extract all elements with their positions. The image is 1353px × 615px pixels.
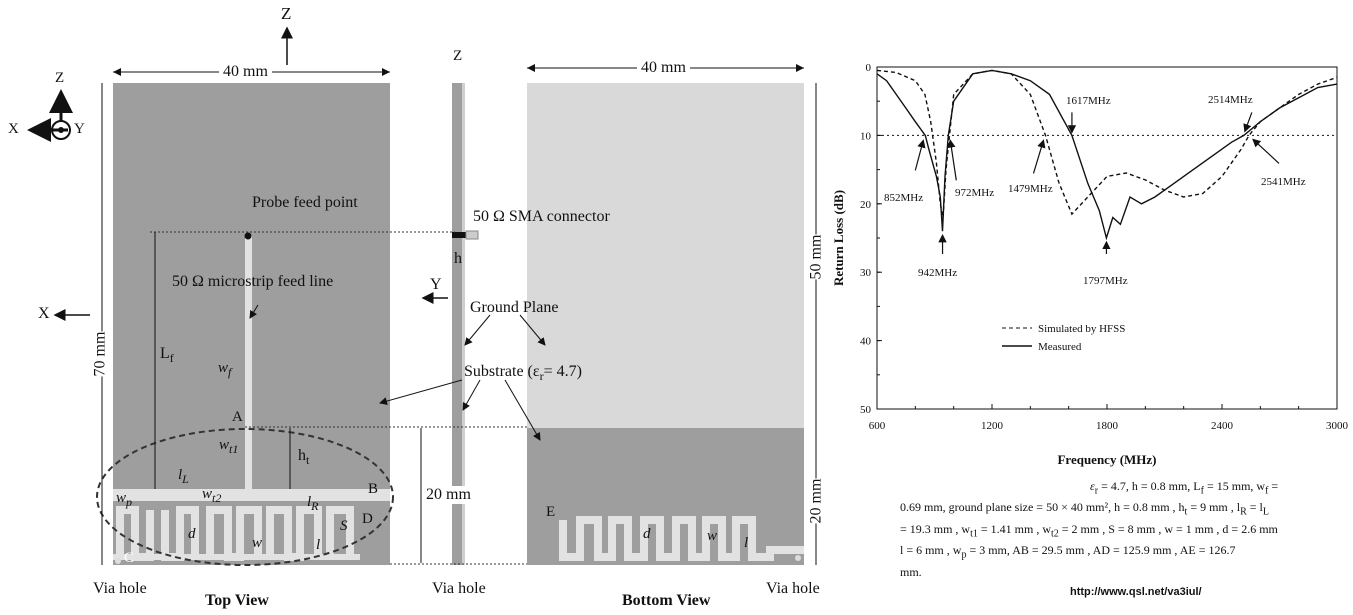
bottom-view-substrate (527, 428, 804, 565)
sma-pin (465, 230, 479, 240)
annotation-arrow (914, 139, 926, 171)
label-d-top: d (188, 526, 196, 542)
label-lL: lL (178, 467, 189, 486)
side-view-copper (462, 83, 465, 565)
label-d-bottom: d (643, 526, 651, 542)
label-l-top: l (316, 537, 321, 553)
y-tick-label: 10 (860, 130, 872, 142)
annotation-arrow (1252, 138, 1280, 164)
source-url[interactable]: http://www.qsl.net/va3iul/ (1070, 586, 1202, 598)
x-tick-label: 2400 (1211, 420, 1234, 432)
label-substrate: Substrate (εr= 4.7) (464, 363, 582, 384)
axis-x-corner: X (8, 121, 19, 137)
label-wt1: wt1 (219, 437, 239, 456)
point-B: B (368, 481, 379, 497)
label-ht: ht (298, 447, 310, 468)
dim-height-mid: 20 mm (426, 486, 471, 504)
annotation-arrow (1032, 139, 1046, 174)
label-wf: wf (218, 360, 232, 379)
label-w-top: w (252, 535, 263, 551)
label-sma: 50 Ω SMA connector (473, 208, 610, 225)
x-tick-label: 1200 (981, 420, 1004, 432)
label-bottom-view: Bottom View (622, 592, 711, 609)
label-wt2: wt2 (202, 486, 222, 505)
annotation-label: 852MHz (884, 192, 923, 204)
annotation-label: 972MHz (955, 187, 994, 199)
label-via-right: Via hole (766, 580, 820, 597)
annotation-label: 942MHz (918, 267, 957, 279)
point-E: E (546, 504, 556, 520)
side-view-substrate (452, 83, 462, 565)
annotation-arrow (1243, 112, 1253, 133)
label-via-mid: Via hole (432, 580, 486, 597)
y-axis-label: Return Loss (dB) (831, 190, 846, 286)
y-tick-label: 30 (860, 267, 872, 279)
sma-connector (452, 232, 466, 238)
annotation-arrow (947, 139, 957, 181)
point-D: D (362, 511, 373, 527)
top-horizontal-strip (113, 489, 390, 501)
label-lR: lR (307, 494, 319, 513)
y-tick-label: 20 (860, 199, 872, 211)
y-tick-label: 50 (860, 404, 872, 416)
label-probe-feed: Probe feed point (252, 194, 358, 211)
label-wp: wp (116, 490, 133, 509)
axis-y-corner: Y (74, 121, 85, 137)
bottom-meander-line (559, 516, 804, 561)
axis-x-left: X (38, 305, 50, 322)
y-tick-label: 40 (860, 336, 872, 348)
dim-width-top: 40 mm (219, 63, 272, 81)
y-tick-label: 0 (866, 62, 872, 74)
label-S: S (340, 518, 348, 534)
axis-z-top: Z (281, 4, 292, 23)
x-tick-label: 3000 (1326, 420, 1349, 432)
dim-width-bottom: 40 mm (637, 59, 690, 77)
point-C: C (124, 550, 135, 566)
label-h: h (454, 250, 462, 267)
microstrip-feed-line (245, 236, 252, 490)
series-simulated-line (876, 69, 1338, 218)
bottom-view-ground (527, 83, 804, 428)
meander-highlight-ellipse (96, 428, 394, 566)
legend-label-simulated: Simulated by HFSS (1038, 323, 1125, 335)
label-via-left: Via hole (93, 580, 147, 597)
annotation-label: 2541MHz (1261, 176, 1306, 188)
series-measured-line (876, 69, 1338, 241)
legend-label-measured: Measured (1038, 341, 1082, 353)
x-axis-label: Frequency (MHz) (1057, 452, 1156, 467)
parameter-caption: εr = 4.7, h = 0.8 mm, Lf = 15 mm, wf = 0… (900, 479, 1279, 579)
label-Lf: Lf (160, 345, 174, 366)
annotation-label: 1479MHz (1008, 183, 1053, 195)
point-A: A (232, 409, 243, 425)
label-w-bottom: w (707, 528, 718, 544)
probe-feed-dot (244, 232, 252, 240)
label-top-view: Top View (205, 592, 269, 609)
label-l-bottom: l (744, 535, 749, 551)
axis-y-mid: Y (430, 276, 442, 293)
label-microstrip: 50 Ω microstrip feed line (172, 273, 334, 290)
x-tick-label: 600 (869, 420, 886, 432)
annotation-label: 1617MHz (1066, 95, 1111, 107)
annotation-label: 1797MHz (1083, 275, 1128, 287)
x-tick-label: 1800 (1096, 420, 1119, 432)
axis-z-mid: Z (453, 48, 463, 64)
label-ground-plane: Ground Plane (470, 299, 559, 316)
axis-z-corner: Z (55, 70, 65, 86)
annotation-label: 2514MHz (1208, 94, 1253, 106)
